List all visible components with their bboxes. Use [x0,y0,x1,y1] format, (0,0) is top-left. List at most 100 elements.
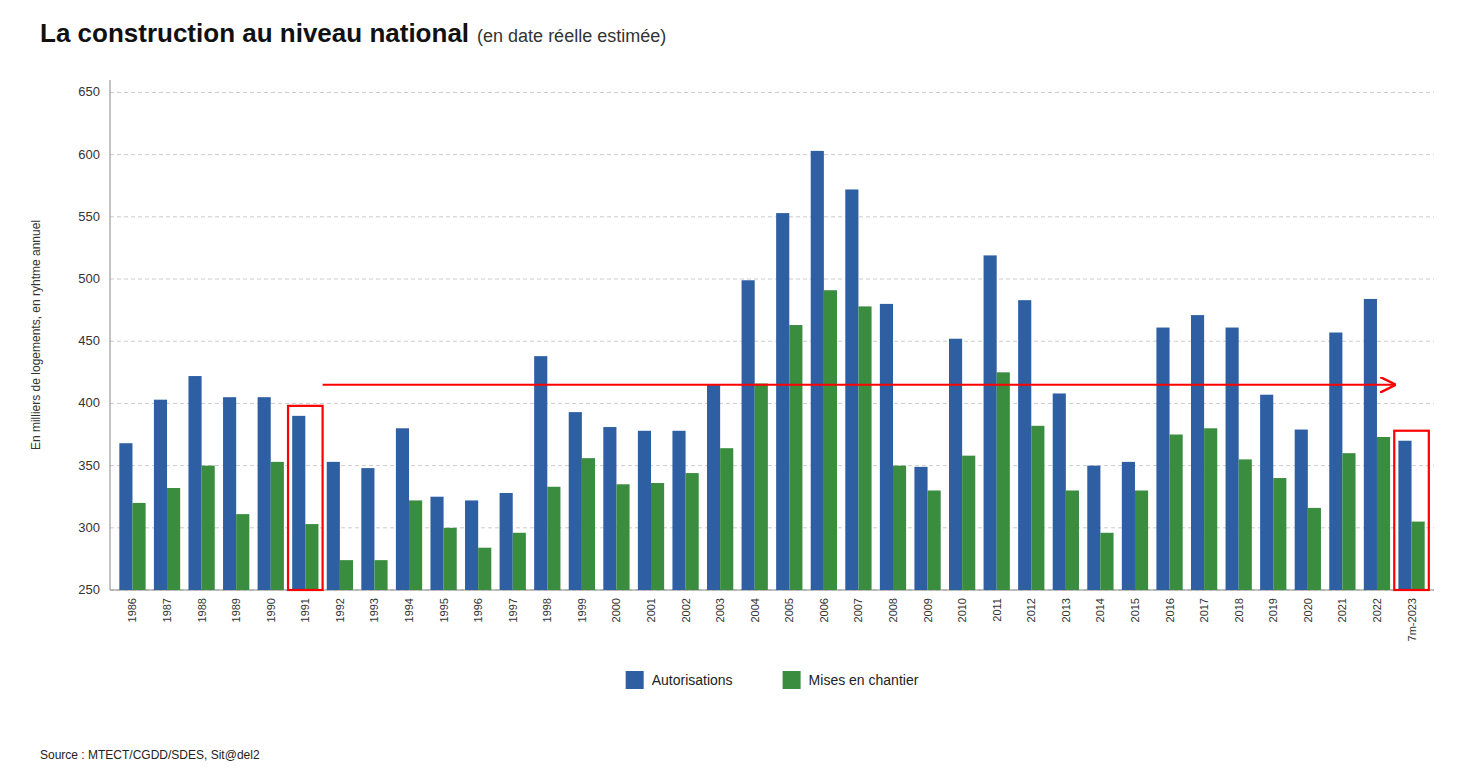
y-tick-label: 250 [78,582,100,597]
bar [914,467,927,590]
bar [361,468,374,590]
bar [1156,328,1169,590]
bar [984,255,997,590]
y-axis-label: En milliers de logements, en ryhtme annu… [29,220,43,450]
bar [188,376,201,590]
bar [292,416,305,590]
x-tick-label: 2007 [852,598,864,622]
x-tick-label: 2008 [887,598,899,622]
x-tick-label: 2004 [749,598,761,622]
bar [707,385,720,590]
bar [430,497,443,590]
x-tick-label: 2020 [1302,598,1314,622]
bar [720,448,733,590]
x-tick-label: 2015 [1129,598,1141,622]
x-tick-label: 1988 [196,598,208,622]
legend-item: Mises en chantier [783,671,919,689]
x-tick-label: 2003 [714,598,726,622]
y-tick-label: 450 [78,333,100,348]
grid-line [110,92,1434,93]
x-tick-label: 2011 [991,598,1003,622]
grid-line [110,279,1434,280]
bar [132,503,145,590]
legend-swatch [783,671,801,689]
x-tick-label: 2005 [783,598,795,622]
bar [1295,430,1308,590]
background [0,0,1484,781]
bar [258,397,271,590]
highlight-box [288,406,323,590]
y-tick-label: 500 [78,271,100,286]
bar [1170,435,1183,590]
x-tick-label: 1995 [438,598,450,622]
x-tick-label: 2019 [1267,598,1279,622]
bar [893,466,906,590]
x-tick-label: 1994 [403,598,415,622]
x-tick-label: 2016 [1164,598,1176,622]
bar [305,524,318,590]
annotations [288,385,1429,590]
bar [119,443,132,590]
x-tick-label: 1999 [576,598,588,622]
arrow [323,384,1395,386]
bar [1122,462,1135,590]
bar [949,339,962,590]
bar [845,189,858,590]
bar [271,462,284,590]
bar [789,325,802,590]
bar [742,280,755,590]
x-tick-label: 1992 [334,598,346,622]
bar [1191,315,1204,590]
chart: La construction au niveau national(en da… [0,0,1484,781]
bar [444,528,457,590]
x-tick-label: 1990 [265,598,277,622]
bar [651,483,664,590]
x-tick-label: 2013 [1060,598,1072,622]
bar [638,431,651,590]
highlight-box [1394,431,1429,590]
legend-item: Autorisations [626,671,733,689]
x-tick-label: 2022 [1371,598,1383,622]
bar [686,473,699,590]
bar [534,356,547,590]
bar [1226,328,1239,590]
bar [513,533,526,590]
bar [223,397,236,590]
bar [755,384,768,590]
y-tick-label: 550 [78,209,100,224]
x-tick-label: 2010 [956,598,968,622]
bar [1031,426,1044,590]
bar [776,213,789,590]
source: Source : MTECT/CGDD/SDES, Sit@del2 [40,748,260,762]
x-tick-label: 2001 [645,598,657,622]
bar [1398,441,1411,590]
bar [1329,333,1342,590]
bar [374,560,387,590]
x-tick-label: 1997 [507,598,519,622]
bar [1273,478,1286,590]
y-axis-line [110,80,111,590]
bar [167,488,180,590]
grid-line [110,154,1434,155]
y-tick-label: 600 [78,147,100,162]
legend-swatch [626,671,644,689]
bar [928,490,941,590]
x-tick-label: 1987 [161,598,173,622]
x-tick-label: 2017 [1198,598,1210,622]
grid [110,92,1434,590]
bar [1412,522,1425,590]
bar [962,456,975,590]
bar [409,500,422,590]
y-tick-label: 350 [78,458,100,473]
bar [1018,300,1031,590]
bar [1087,466,1100,590]
bar [396,428,409,590]
bar [327,462,340,590]
bar [1135,490,1148,590]
bar [202,466,215,590]
x-tick-label: 2014 [1094,598,1106,622]
bar [582,458,595,590]
legend-label: Mises en chantier [809,672,919,688]
x-tick-label: 1986 [126,598,138,622]
bar [1377,437,1390,590]
